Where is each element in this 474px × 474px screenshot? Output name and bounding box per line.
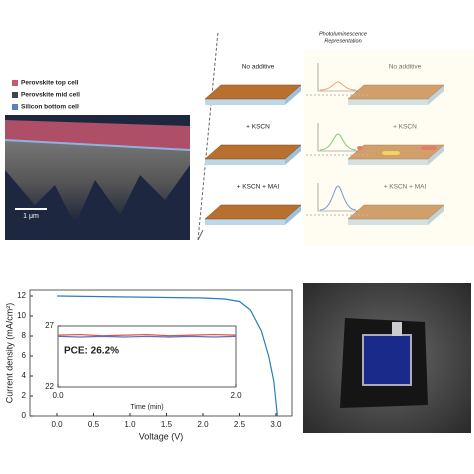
dashed-arrow bbox=[197, 31, 219, 241]
x-tick-label: 0.0 bbox=[52, 391, 64, 400]
tile-side bbox=[285, 85, 301, 105]
highlight bbox=[304, 50, 474, 245]
pl-peak bbox=[319, 133, 357, 151]
x-tick-label: 2.0 bbox=[230, 391, 242, 400]
legend-swatch bbox=[12, 104, 18, 110]
pl-peak bbox=[319, 81, 357, 91]
arrow-head bbox=[197, 229, 204, 241]
tile-top bbox=[204, 204, 302, 220]
tile-side bbox=[205, 219, 285, 225]
tile-top bbox=[347, 84, 445, 100]
tile-side bbox=[428, 145, 444, 165]
y-tick-label: 0 bbox=[22, 411, 27, 420]
x-tick-label: 2.0 bbox=[197, 420, 209, 429]
pl-axes bbox=[317, 183, 358, 212]
data-line bbox=[56, 295, 279, 417]
scale-bar bbox=[15, 208, 47, 210]
grain-dot bbox=[357, 146, 363, 150]
legend-label: Perovskite mid cell bbox=[21, 92, 80, 99]
x-tick-label: 3.0 bbox=[270, 420, 282, 429]
pl-peak bbox=[319, 185, 357, 211]
y-tick-label: 12 bbox=[17, 291, 26, 300]
legend-label: Silicon bottom cell bbox=[21, 104, 79, 111]
x-axis-label: Time (min) bbox=[130, 404, 163, 411]
scale-label: 1 μm bbox=[23, 213, 39, 220]
x-tick-label: 1.5 bbox=[161, 420, 173, 429]
y-tick-label: 8 bbox=[22, 331, 27, 340]
pl-axes bbox=[317, 123, 358, 152]
legend-swatch bbox=[12, 80, 18, 86]
grain-dot bbox=[421, 146, 427, 150]
tile-top bbox=[204, 84, 302, 100]
legend-label: Perovskite top cell bbox=[21, 80, 79, 87]
photo-panel bbox=[303, 283, 471, 433]
pl-title: Representation bbox=[324, 38, 361, 44]
left-label: No additive bbox=[242, 64, 275, 71]
left-label: + KSCN + MAI bbox=[237, 184, 280, 191]
y-tick-label: 4 bbox=[22, 371, 27, 380]
x-tick-label: 0.0 bbox=[51, 420, 63, 429]
device-active-area bbox=[362, 334, 412, 386]
x-tick-label: 1.0 bbox=[124, 420, 136, 429]
data-line bbox=[57, 335, 237, 338]
interface bbox=[4, 139, 191, 151]
tile-side bbox=[205, 159, 285, 165]
tile-side bbox=[348, 219, 428, 225]
x-axis-label: Voltage (V) bbox=[139, 431, 184, 441]
right-label: No additive bbox=[389, 64, 422, 71]
pl-axes bbox=[317, 63, 358, 92]
tile-side bbox=[205, 99, 285, 105]
tile-side bbox=[348, 159, 428, 165]
tile-top bbox=[347, 204, 445, 220]
tile-side bbox=[428, 205, 444, 225]
tile-side bbox=[428, 85, 444, 105]
left-label: + KSCN bbox=[246, 124, 270, 131]
y-tick-label: 22 bbox=[45, 382, 54, 391]
y-tick-label: 6 bbox=[22, 351, 27, 360]
y-tick-label: 27 bbox=[45, 321, 54, 330]
tile-side bbox=[348, 99, 428, 105]
tile-side bbox=[285, 205, 301, 225]
y-axis-label: Current density (mA/cm²) bbox=[4, 303, 14, 404]
right-label: + KSCN + MAI bbox=[384, 184, 427, 191]
x-tick-label: 2.5 bbox=[234, 420, 246, 429]
annotation: PCE: 26.2% bbox=[64, 346, 119, 357]
device-contact bbox=[392, 322, 402, 336]
y-tick-label: 2 bbox=[22, 391, 27, 400]
x-tick-label: 0.5 bbox=[88, 420, 100, 429]
mid-cell-layer bbox=[5, 140, 190, 225]
tile-top bbox=[204, 144, 302, 160]
grain-dot bbox=[382, 151, 388, 155]
sem-panel: 1 μm Perovskite top cell Perovskite mid … bbox=[4, 80, 191, 240]
data-line bbox=[57, 333, 237, 337]
pl-title: Photoluminescence bbox=[319, 31, 367, 37]
tile-side bbox=[285, 145, 301, 165]
right-label: + KSCN bbox=[393, 124, 417, 131]
legend-swatch bbox=[12, 92, 18, 98]
y-tick-label: 10 bbox=[17, 311, 26, 320]
schematic-panel: Photoluminescence Representation No addi… bbox=[197, 31, 474, 245]
